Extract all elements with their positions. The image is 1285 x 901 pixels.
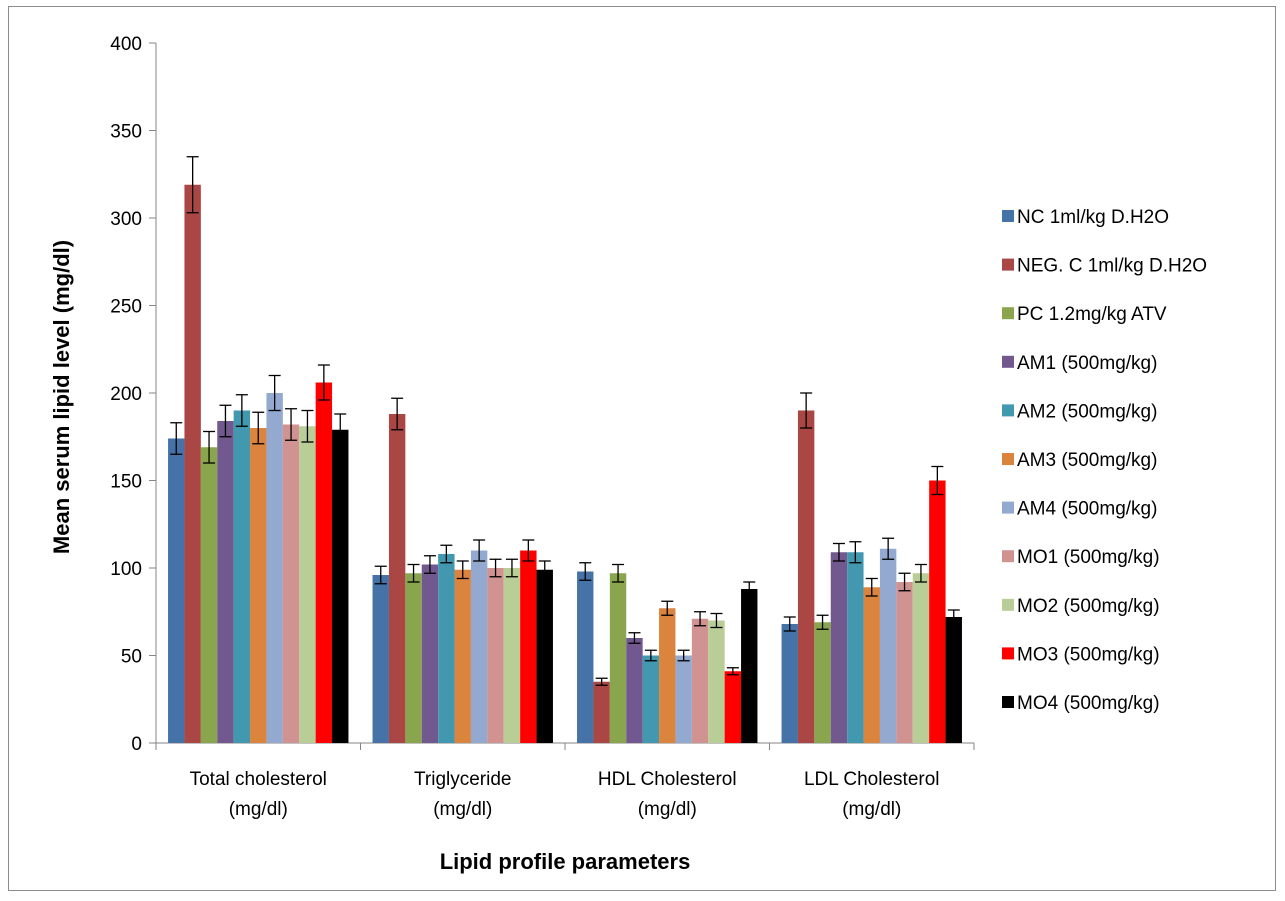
legend-swatch <box>1002 453 1014 465</box>
bar <box>912 573 930 743</box>
legend-swatch <box>1002 550 1014 563</box>
bar <box>438 554 455 743</box>
legend-label: PC 1.2mg/kg ATV <box>1017 304 1167 325</box>
bar <box>609 573 627 743</box>
legend-label: AM3 (500mg/kg) <box>1017 450 1157 471</box>
bar <box>797 410 815 743</box>
bar <box>929 480 946 743</box>
bar <box>520 550 537 743</box>
bar <box>266 393 283 743</box>
bar <box>315 382 333 743</box>
bar <box>708 620 725 743</box>
y-tick-label: 50 <box>121 647 142 668</box>
legend-swatch <box>1002 598 1014 611</box>
x-axis: Total cholesterol (mg/dl) Triglyceride (mg/… <box>155 742 975 820</box>
y-tick-label: 0 <box>131 734 142 755</box>
bar <box>250 428 267 743</box>
legend-swatch <box>1002 696 1014 708</box>
bar <box>454 569 471 743</box>
legend-label: NEG. C 1ml/kg D.H2O <box>1017 256 1207 277</box>
bar <box>879 548 897 743</box>
bar <box>299 426 316 743</box>
x-tick-label: HDL Cholesterol (mg/dl) <box>598 769 737 820</box>
bar <box>184 184 201 743</box>
bar <box>691 618 709 743</box>
y-tick-label: 400 <box>110 34 142 55</box>
bar <box>675 655 692 743</box>
bar <box>233 410 251 743</box>
error-bars-group <box>170 156 960 686</box>
legend-swatch <box>1002 501 1014 514</box>
bar <box>168 438 185 743</box>
bar <box>421 564 439 743</box>
bar <box>724 671 742 743</box>
legend-swatch <box>1002 404 1014 417</box>
y-tick-label: 200 <box>110 384 142 405</box>
legend-label: MO3 (500mg/kg) <box>1017 644 1160 665</box>
y-tick-label: 150 <box>110 472 142 493</box>
x-tick-label: Total cholesterol (mg/dl) <box>190 769 327 820</box>
bar <box>200 447 218 743</box>
y-axis: 0 50 100 150 200 250 300 350 400 <box>110 34 157 755</box>
legend-swatch <box>1002 355 1014 368</box>
bar <box>332 429 349 743</box>
bar <box>814 622 831 743</box>
bar <box>487 568 504 743</box>
bar <box>593 681 610 743</box>
bar <box>847 552 864 743</box>
y-axis-title: Mean serum lipid level (mg/dl) <box>49 240 74 554</box>
legend-swatch <box>1002 210 1014 222</box>
bar <box>577 571 594 743</box>
bar <box>470 550 488 743</box>
y-tick-label: 250 <box>110 297 142 318</box>
y-tick-label: 100 <box>110 559 142 580</box>
y-tick-label: 300 <box>110 209 142 230</box>
bar <box>830 552 848 743</box>
bar <box>503 568 521 743</box>
legend-label: AM2 (500mg/kg) <box>1017 401 1157 422</box>
bar <box>217 421 234 743</box>
x-tick-label: LDL Cholesterol (mg/dl) <box>804 769 940 820</box>
bar <box>863 587 880 743</box>
legend-label: AM1 (500mg/kg) <box>1017 353 1157 374</box>
x-tick-label: Triglyceride (mg/dl) <box>414 769 512 820</box>
legend-swatch <box>1002 647 1014 660</box>
bar-chart: 0 50 100 150 200 250 300 350 400 Total cholester… <box>49 34 1207 874</box>
bar <box>741 589 758 743</box>
legend-swatch <box>1002 258 1014 271</box>
bar <box>945 617 962 743</box>
bar <box>282 424 300 743</box>
bar <box>405 573 422 743</box>
bar <box>626 638 643 743</box>
y-tick-label: 350 <box>110 122 142 143</box>
bar <box>388 414 406 743</box>
bar <box>659 608 676 743</box>
legend-label: MO1 (500mg/kg) <box>1017 547 1160 568</box>
bar <box>896 582 913 743</box>
chart-area: 0 50 100 150 200 250 300 350 400 Total cholester… <box>8 6 1276 891</box>
legend-swatch <box>1002 307 1014 320</box>
bar-series-group <box>168 184 962 743</box>
bar <box>536 569 553 743</box>
legend-label: AM4 (500mg/kg) <box>1017 499 1157 520</box>
bar <box>372 575 389 743</box>
legend: NC 1ml/kg D.H2O NEG. C 1ml/kg D.H2O PC 1.2… <box>1002 207 1207 714</box>
x-axis-title: Lipid profile parameters <box>440 849 691 874</box>
legend-label: MO2 (500mg/kg) <box>1017 596 1160 617</box>
legend-label: MO4 (500mg/kg) <box>1017 693 1160 714</box>
legend-label: NC 1ml/kg D.H2O <box>1017 207 1169 228</box>
bar <box>642 655 660 743</box>
bar <box>781 624 798 743</box>
